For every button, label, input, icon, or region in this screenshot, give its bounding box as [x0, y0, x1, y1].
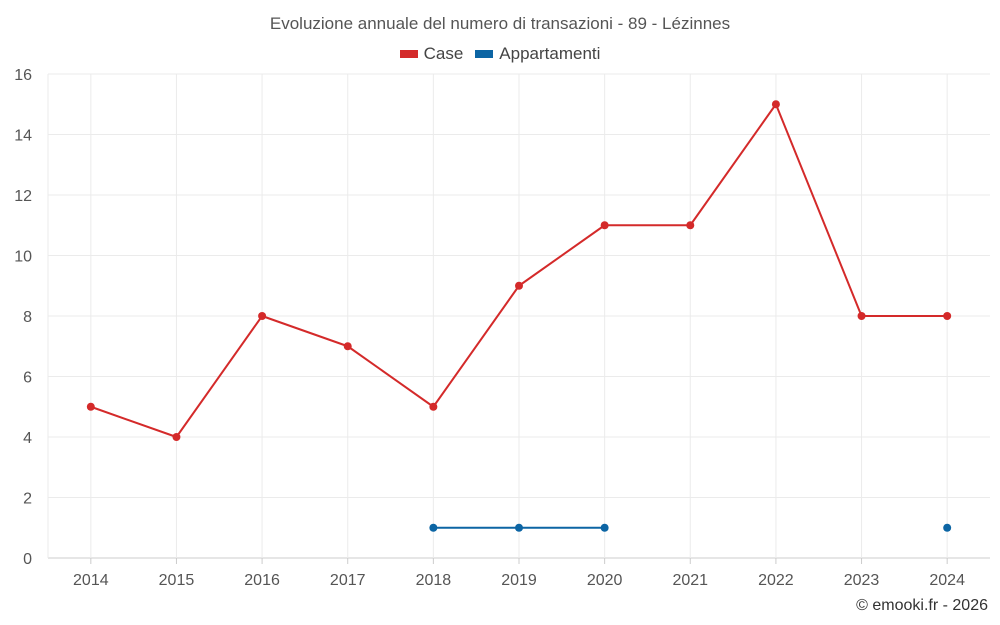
- y-tick-label: 16: [14, 67, 32, 84]
- y-tick-label: 4: [23, 430, 32, 447]
- y-tick-label: 14: [14, 128, 32, 145]
- data-point-appartamenti: [943, 523, 952, 532]
- data-point-case: [172, 433, 181, 441]
- y-tick-label: 12: [14, 188, 32, 205]
- legend-item-appartamenti[interactable]: Appartamenti: [475, 44, 600, 64]
- y-tick-label: 8: [23, 309, 32, 326]
- x-tick-label: 2019: [501, 572, 537, 589]
- x-tick-label: 2017: [330, 572, 366, 589]
- legend-swatch-appartamenti: [475, 50, 494, 58]
- x-tick-label: 2021: [672, 572, 708, 589]
- x-tick-label: 2022: [758, 572, 794, 589]
- x-tick-label: 2023: [844, 572, 880, 589]
- data-point-case: [86, 402, 95, 411]
- x-tick-label: 2014: [73, 572, 109, 589]
- data-point-case: [343, 342, 352, 351]
- data-point-case: [771, 100, 780, 109]
- legend-label-appartamenti: Appartamenti: [499, 44, 601, 63]
- data-point-case: [600, 221, 609, 230]
- data-point-appartamenti: [429, 523, 438, 532]
- y-tick-label: 2: [23, 491, 32, 508]
- data-point-case: [857, 312, 866, 320]
- y-tick-label: 10: [14, 249, 32, 266]
- x-tick-label: 2015: [159, 572, 195, 589]
- x-tick-label: 2016: [244, 572, 280, 589]
- x-tick-label: 2018: [416, 572, 452, 589]
- y-tick-label: 0: [23, 551, 32, 568]
- data-point-case: [686, 221, 695, 230]
- x-tick-label: 2020: [587, 572, 623, 589]
- data-point-case: [943, 312, 952, 320]
- data-point-case: [258, 312, 267, 320]
- data-point-appartamenti: [515, 523, 523, 532]
- legend-swatch-case: [399, 50, 418, 58]
- x-tick-label: 2024: [929, 572, 965, 589]
- data-point-case: [429, 402, 438, 411]
- legend: Case Appartamenti: [0, 44, 1000, 64]
- data-point-appartamenti: [600, 523, 609, 532]
- credit-text: © emooki.fr - 2026: [856, 597, 988, 614]
- data-point-case: [515, 281, 523, 290]
- legend-item-case[interactable]: Case: [399, 44, 464, 64]
- legend-label-case: Case: [423, 44, 464, 63]
- chart-title: Evoluzione annuale del numero di transaz…: [269, 14, 731, 33]
- y-tick-label: 6: [23, 370, 32, 387]
